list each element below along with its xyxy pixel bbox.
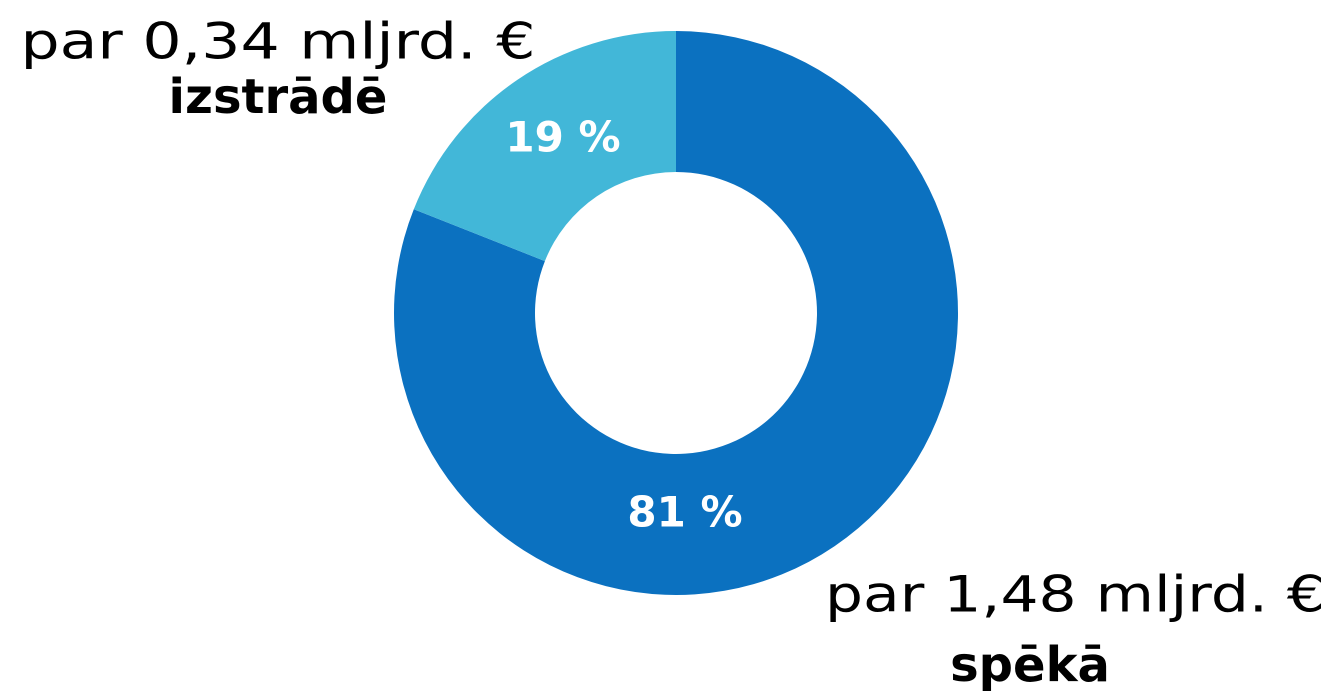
category-label: izstrādē — [169, 69, 388, 125]
slice-label: 81 % — [627, 488, 742, 537]
amount-label: par 1,48 mljrd. € — [825, 566, 1325, 624]
category-label: spēkā — [950, 637, 1110, 693]
slice-label: 19 % — [505, 113, 620, 162]
donut-slice — [393, 31, 958, 595]
amount-label: par 0,34 mljrd. € — [21, 13, 536, 71]
donut-slice — [413, 31, 676, 262]
